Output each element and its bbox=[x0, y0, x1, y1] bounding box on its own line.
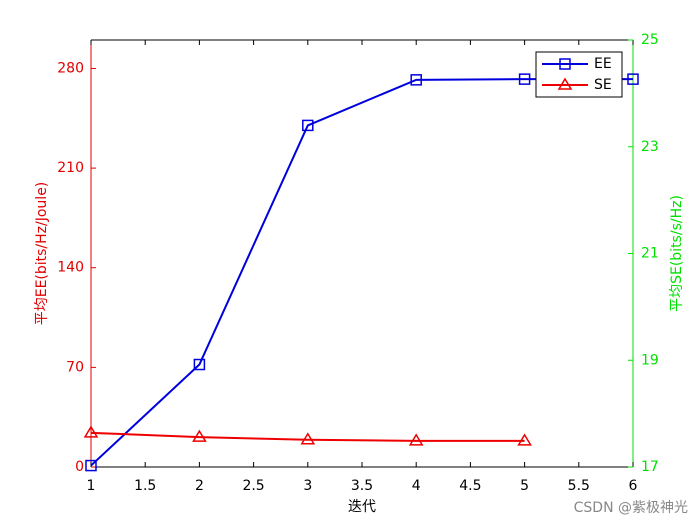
x-tick-label: 4.5 bbox=[459, 478, 481, 494]
x-tick-label: 2.5 bbox=[242, 478, 264, 494]
x-tick-label: 1 bbox=[87, 478, 96, 494]
legend-marker bbox=[557, 77, 573, 90]
legend-label: SE bbox=[594, 77, 612, 93]
x-tick-label: 3 bbox=[303, 478, 312, 494]
y2-tick-label: 19 bbox=[641, 352, 659, 368]
watermark: CSDN @紫极神光 bbox=[574, 500, 688, 516]
marker bbox=[517, 433, 532, 446]
y2-axis-label: 平均SE(bits/s/Hz) bbox=[669, 195, 685, 312]
marker bbox=[627, 73, 639, 85]
y-tick-label: 140 bbox=[57, 260, 84, 276]
x-tick-label: 1.5 bbox=[134, 478, 156, 494]
y2-tick-label: 23 bbox=[641, 139, 659, 155]
marker bbox=[410, 74, 422, 86]
y2-tick-label: 17 bbox=[641, 459, 659, 475]
x-tick-label: 3.5 bbox=[351, 478, 373, 494]
y2-tick-label: 21 bbox=[641, 246, 659, 262]
legend-label: EE bbox=[594, 56, 612, 72]
x-tick-label: 6 bbox=[629, 478, 638, 494]
y2-tick-label: 25 bbox=[641, 32, 659, 48]
x-tick-label: 4 bbox=[412, 478, 421, 494]
marker bbox=[85, 459, 97, 472]
legend-box bbox=[535, 51, 623, 98]
marker bbox=[83, 425, 99, 438]
marker bbox=[518, 73, 531, 85]
series-line bbox=[90, 431, 525, 442]
x-axis-label: 迭代 bbox=[348, 499, 376, 515]
marker bbox=[302, 119, 314, 132]
x-tick-label: 2 bbox=[195, 478, 204, 494]
x-tick-label: 5.5 bbox=[568, 478, 590, 494]
legend-marker bbox=[559, 58, 571, 70]
y-tick-label: 70 bbox=[66, 359, 84, 375]
y-tick-label: 210 bbox=[57, 160, 84, 176]
marker bbox=[408, 433, 424, 446]
x-tick-label: 5 bbox=[520, 478, 529, 494]
y-tick-label: 280 bbox=[57, 60, 84, 76]
y-axis-label: 平均EE(bits/Hz/Joule) bbox=[34, 182, 50, 326]
marker bbox=[193, 358, 206, 371]
marker bbox=[192, 429, 207, 442]
y-tick-label: 0 bbox=[75, 459, 84, 475]
marker bbox=[300, 432, 316, 445]
